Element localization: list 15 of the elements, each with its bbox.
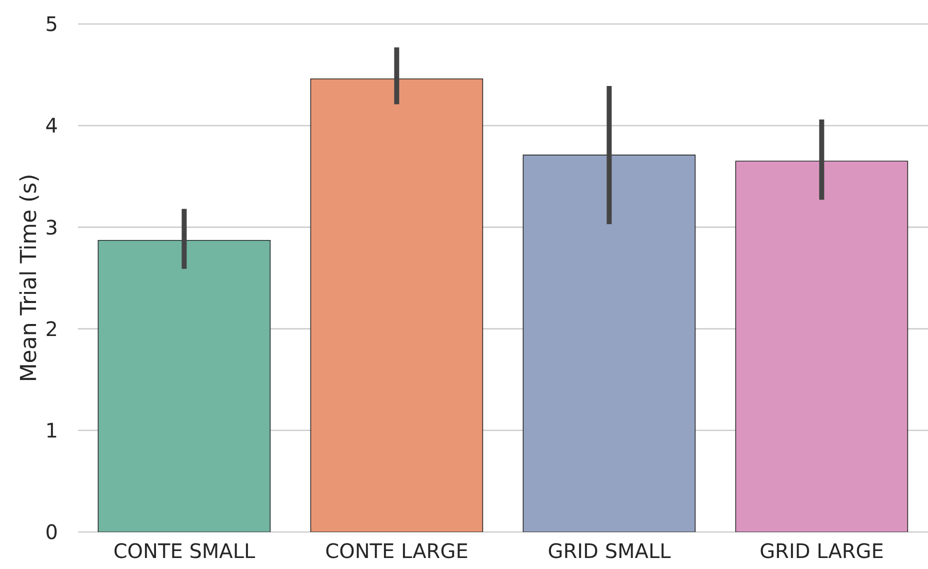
y-tick-label: 3 bbox=[45, 215, 58, 240]
bar bbox=[735, 160, 908, 532]
y-tick-label: 4 bbox=[45, 114, 58, 138]
y-tick-label: 5 bbox=[45, 12, 58, 36]
y-axis-title: Mean Trial Time (s) bbox=[16, 174, 42, 382]
bar bbox=[310, 78, 484, 532]
x-tick-label: CONTE LARGE bbox=[325, 539, 468, 564]
x-tick-label: CONTE SMALL bbox=[113, 539, 256, 564]
bar bbox=[522, 154, 696, 532]
x-tick-label: GRID SMALL bbox=[548, 539, 672, 564]
y-tick-label: 0 bbox=[45, 520, 58, 544]
y-tick-label: 1 bbox=[45, 418, 58, 442]
x-tick-label: GRID LARGE bbox=[760, 539, 884, 564]
bar bbox=[98, 240, 271, 532]
y-tick-label: 2 bbox=[45, 316, 58, 341]
